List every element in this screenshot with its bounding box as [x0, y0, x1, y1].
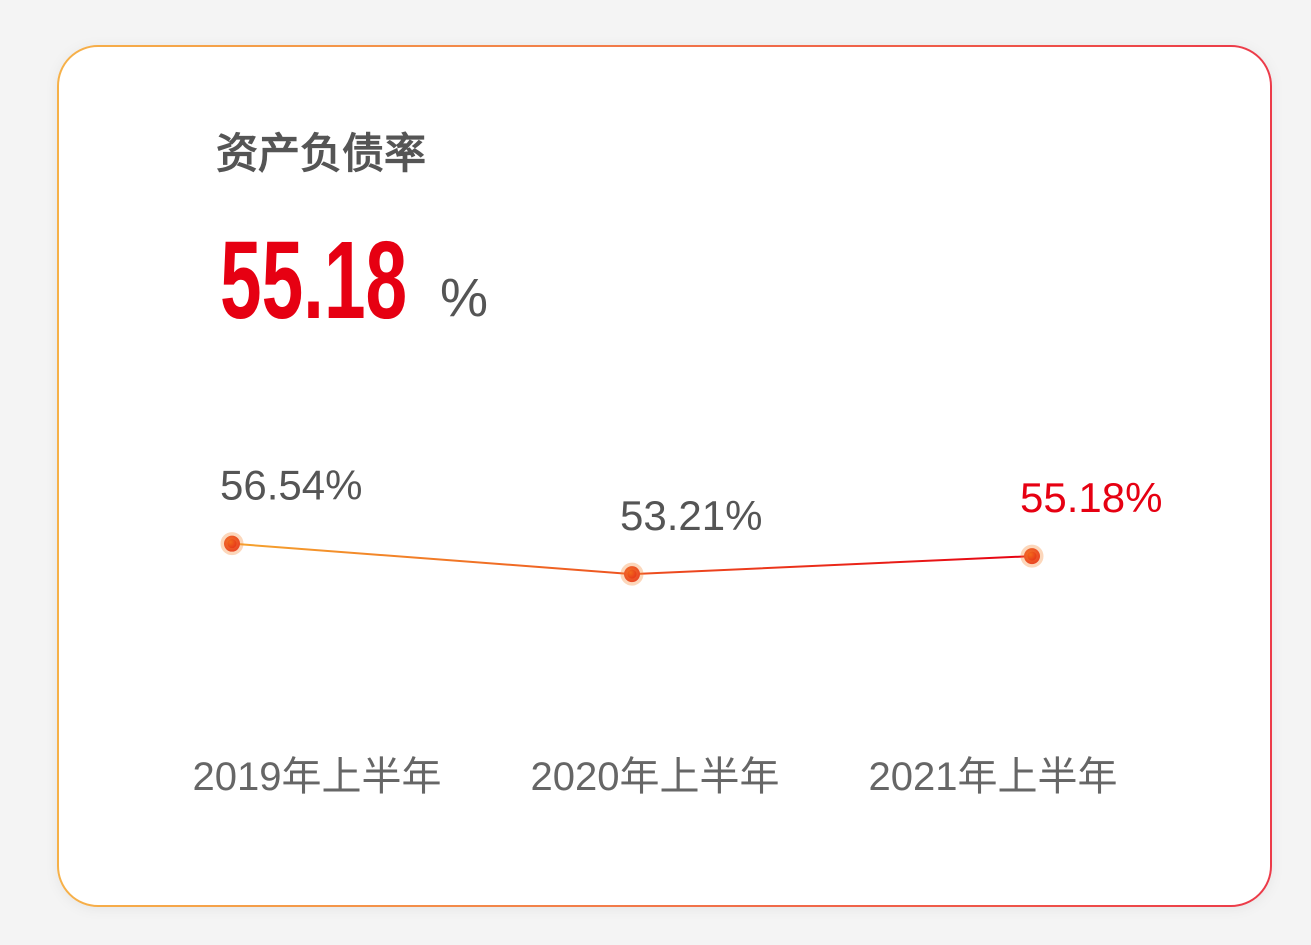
- headline-unit: %: [440, 268, 488, 328]
- chart-title: 资产负债率: [216, 130, 426, 177]
- card: [57, 45, 1272, 907]
- x-tick-label: 2020年上半年: [531, 755, 780, 799]
- x-tick-label: 2021年上半年: [869, 755, 1118, 799]
- value-label: 55.18%: [1020, 474, 1162, 521]
- x-tick-label: 2019年上半年: [193, 755, 442, 799]
- point: [1020, 544, 1044, 568]
- point: [220, 532, 244, 556]
- point: [620, 562, 644, 586]
- value-label: 56.54%: [220, 462, 362, 509]
- headline-value: 55.18: [220, 219, 407, 342]
- value-label: 53.21%: [620, 492, 762, 539]
